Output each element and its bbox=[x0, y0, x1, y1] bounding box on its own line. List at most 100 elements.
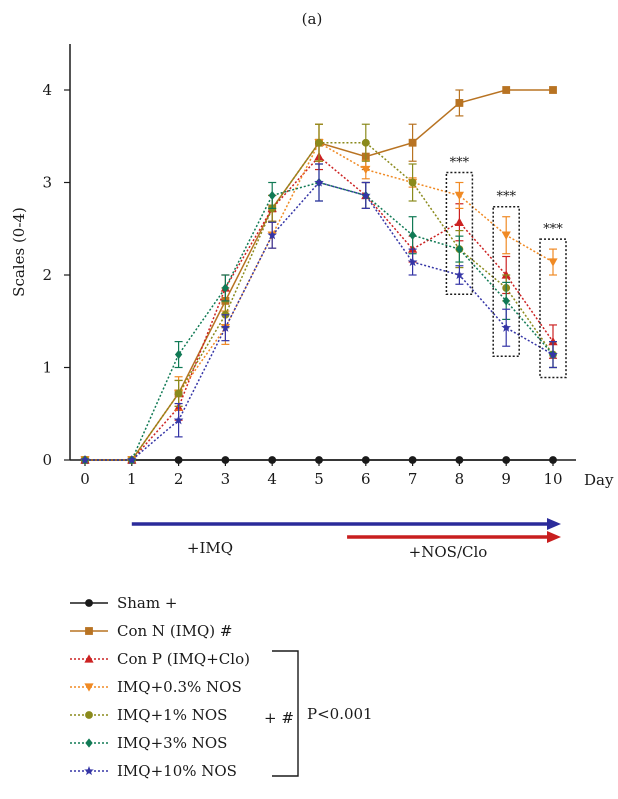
x-tick-label: 5 bbox=[314, 470, 324, 488]
legend-label: Sham + bbox=[117, 594, 177, 612]
significance-label: *** bbox=[450, 156, 470, 171]
treatment-arrow-label: +NOS/Clo bbox=[409, 543, 488, 561]
y-ticks: 0 1 2 3 4 bbox=[42, 81, 70, 469]
data-point bbox=[454, 217, 464, 226]
significance-label: *** bbox=[543, 222, 563, 237]
data-point bbox=[408, 230, 417, 240]
legend-swatch-marker bbox=[84, 683, 94, 692]
legend-item-2: Con P (IMQ+Clo) bbox=[70, 650, 250, 668]
legend-label: Con N (IMQ) # bbox=[117, 622, 232, 640]
arrow-head bbox=[547, 518, 561, 530]
data-point bbox=[548, 349, 558, 359]
legend-swatch-marker bbox=[85, 711, 93, 719]
data-point bbox=[267, 230, 278, 240]
data-point bbox=[361, 138, 370, 147]
arrow-head bbox=[547, 531, 561, 543]
data-point bbox=[173, 415, 184, 425]
data-point bbox=[408, 178, 417, 187]
legend-item-5: IMQ+3% NOS bbox=[70, 734, 227, 752]
x-tick-label: 7 bbox=[408, 470, 418, 488]
data-point bbox=[315, 456, 323, 464]
x-tick-label: 0 bbox=[80, 470, 90, 488]
treatment-arrow-1: +NOS/Clo bbox=[347, 531, 561, 561]
legend-swatch-marker bbox=[85, 599, 93, 607]
data-point bbox=[268, 456, 277, 464]
data-point bbox=[360, 190, 371, 200]
legend-group-bracket bbox=[272, 650, 299, 777]
x-tick-label: 2 bbox=[174, 470, 184, 488]
data-point bbox=[174, 349, 183, 360]
legend-item-4: IMQ+1% NOS bbox=[70, 706, 227, 724]
x-tick-label: 1 bbox=[127, 470, 137, 488]
legend-swatch-marker bbox=[85, 627, 93, 635]
data-point bbox=[221, 456, 230, 464]
legend-label: IMQ+0.3% NOS bbox=[117, 678, 242, 696]
data-point bbox=[174, 456, 183, 464]
data-point bbox=[548, 258, 558, 267]
legend-swatch-marker bbox=[84, 654, 94, 663]
significance-box bbox=[445, 171, 474, 295]
legend-label: Con P (IMQ+Clo) bbox=[117, 650, 250, 668]
data-point bbox=[220, 322, 231, 332]
legend-group-stat: P<0.001 bbox=[307, 705, 373, 723]
data-point bbox=[174, 389, 183, 398]
legend: Sham + Con N (IMQ) # Con P (IMQ+Clo) IMQ+0.… bbox=[70, 594, 373, 780]
data-point bbox=[361, 456, 370, 464]
x-tick-label: 9 bbox=[501, 470, 511, 488]
x-axis-label: Day bbox=[584, 471, 614, 489]
series-line bbox=[85, 155, 554, 461]
x-tick-label: 10 bbox=[543, 470, 562, 488]
treatment-arrow-label: +IMQ bbox=[187, 539, 233, 557]
data-point bbox=[454, 191, 464, 201]
data-point bbox=[454, 269, 465, 280]
data-point bbox=[221, 283, 230, 293]
data-point bbox=[501, 231, 511, 240]
data-point bbox=[407, 256, 418, 267]
data-point bbox=[455, 244, 464, 254]
plot-area: 0 1 2 3 4 0 1 2 3 4 5 6 7 8 9 10 *** *** *** bbox=[42, 44, 576, 488]
legend-item-6: IMQ+10% NOS bbox=[70, 762, 237, 780]
legend-label: IMQ+1% NOS bbox=[117, 706, 227, 724]
x-tick-label: 8 bbox=[455, 470, 465, 488]
series-0 bbox=[81, 456, 557, 464]
significance-label: *** bbox=[496, 190, 516, 205]
data-point bbox=[549, 456, 557, 464]
legend-item-3: IMQ+0.3% NOS bbox=[70, 678, 242, 696]
annotation-layer: *** *** *** bbox=[445, 156, 567, 379]
y-tick-label: 0 bbox=[42, 451, 52, 469]
treatment-arrows: +IMQ +NOS/Clo bbox=[131, 518, 561, 561]
data-point bbox=[126, 454, 137, 465]
data-point bbox=[501, 322, 512, 332]
data-point bbox=[408, 456, 417, 464]
x-ticks: 0 1 2 3 4 5 6 7 8 9 10 bbox=[80, 460, 563, 488]
significance-box bbox=[539, 238, 567, 379]
data-point bbox=[315, 138, 323, 147]
panel-label: (a) bbox=[302, 10, 323, 28]
x-tick-label: 6 bbox=[361, 470, 371, 488]
y-axis-label: Scales (0-4) bbox=[10, 207, 28, 297]
legend-label: IMQ+3% NOS bbox=[117, 734, 227, 752]
legend-item-0: Sham + bbox=[70, 594, 177, 612]
y-tick-label: 4 bbox=[42, 81, 52, 99]
data-point bbox=[549, 86, 557, 94]
legend-swatch-marker bbox=[85, 738, 93, 748]
x-tick-label: 3 bbox=[221, 470, 231, 488]
y-tick-label: 1 bbox=[42, 359, 52, 377]
treatment-arrow-0: +IMQ bbox=[131, 518, 561, 557]
data-point bbox=[80, 454, 90, 465]
data-point bbox=[314, 177, 324, 187]
significance-box bbox=[492, 205, 520, 357]
series-6 bbox=[80, 163, 558, 465]
data-point bbox=[361, 165, 371, 175]
series-5 bbox=[81, 163, 557, 465]
data-point bbox=[408, 138, 417, 147]
x-tick-label: 4 bbox=[267, 470, 277, 488]
data-point bbox=[268, 190, 276, 201]
data-point bbox=[502, 456, 511, 464]
series-layer bbox=[80, 86, 558, 465]
legend-label: IMQ+10% NOS bbox=[117, 762, 237, 780]
legend-item-1: Con N (IMQ) # bbox=[70, 622, 232, 640]
data-point bbox=[455, 99, 464, 107]
data-point bbox=[455, 456, 464, 464]
